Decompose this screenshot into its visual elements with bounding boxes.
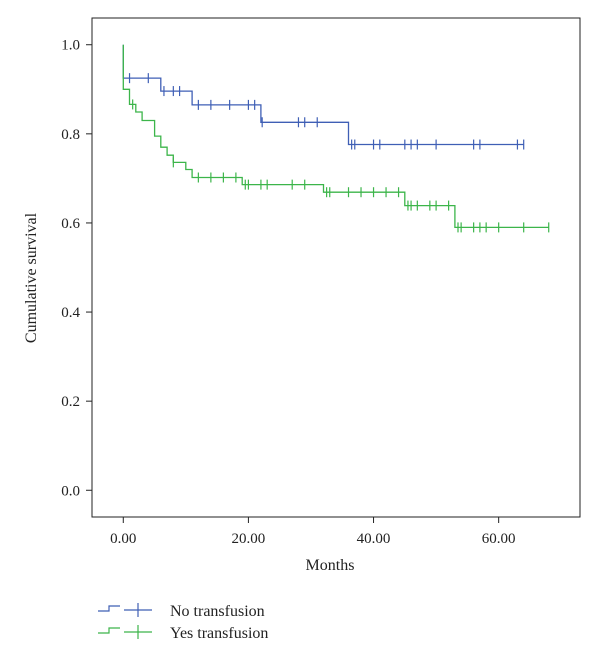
x-tick-label: 60.00 [482, 531, 516, 547]
y-tick-label: 0.6 [61, 216, 80, 232]
y-tick-label: 0.8 [61, 127, 80, 143]
legend-item-yes-transfusion: Yes transfusion [98, 625, 268, 642]
y-tick-label: 0.4 [61, 305, 80, 321]
legend-step-icon-no-transfusion [98, 605, 120, 612]
y-tick-label: 0.2 [61, 394, 80, 410]
series-yes-transfusion [122, 44, 550, 233]
y-axis: 0.0 0.2 0.4 0.6 0.8 1.0 [61, 38, 92, 499]
survival-curve-no-transfusion [122, 44, 524, 146]
series-layer [122, 44, 550, 233]
legend-label-no-transfusion: No transfusion [170, 603, 265, 620]
x-tick-label: 40.00 [357, 531, 391, 547]
y-axis-title: Cumulative survival [23, 212, 40, 343]
legend-step-icon-yes-transfusion [98, 627, 120, 634]
x-tick-label: 0.00 [110, 531, 136, 547]
legend-item-no-transfusion: No transfusion [98, 603, 265, 620]
y-tick-label: 1.0 [61, 38, 80, 54]
legend-censor-icon-yes-transfusion [124, 625, 152, 639]
x-axis: 0.00 20.00 40.00 60.00 [110, 517, 516, 547]
y-tick-label: 0.0 [61, 483, 80, 499]
legend: No transfusion Yes transfusion [98, 603, 268, 642]
survival-curve-yes-transfusion [122, 44, 549, 229]
plot-frame [91, 17, 581, 518]
legend-censor-icon-no-transfusion [124, 603, 152, 617]
x-tick-label: 20.00 [232, 531, 266, 547]
legend-label-yes-transfusion: Yes transfusion [170, 625, 268, 642]
x-axis-title: Months [306, 557, 355, 574]
series-no-transfusion [122, 44, 525, 150]
